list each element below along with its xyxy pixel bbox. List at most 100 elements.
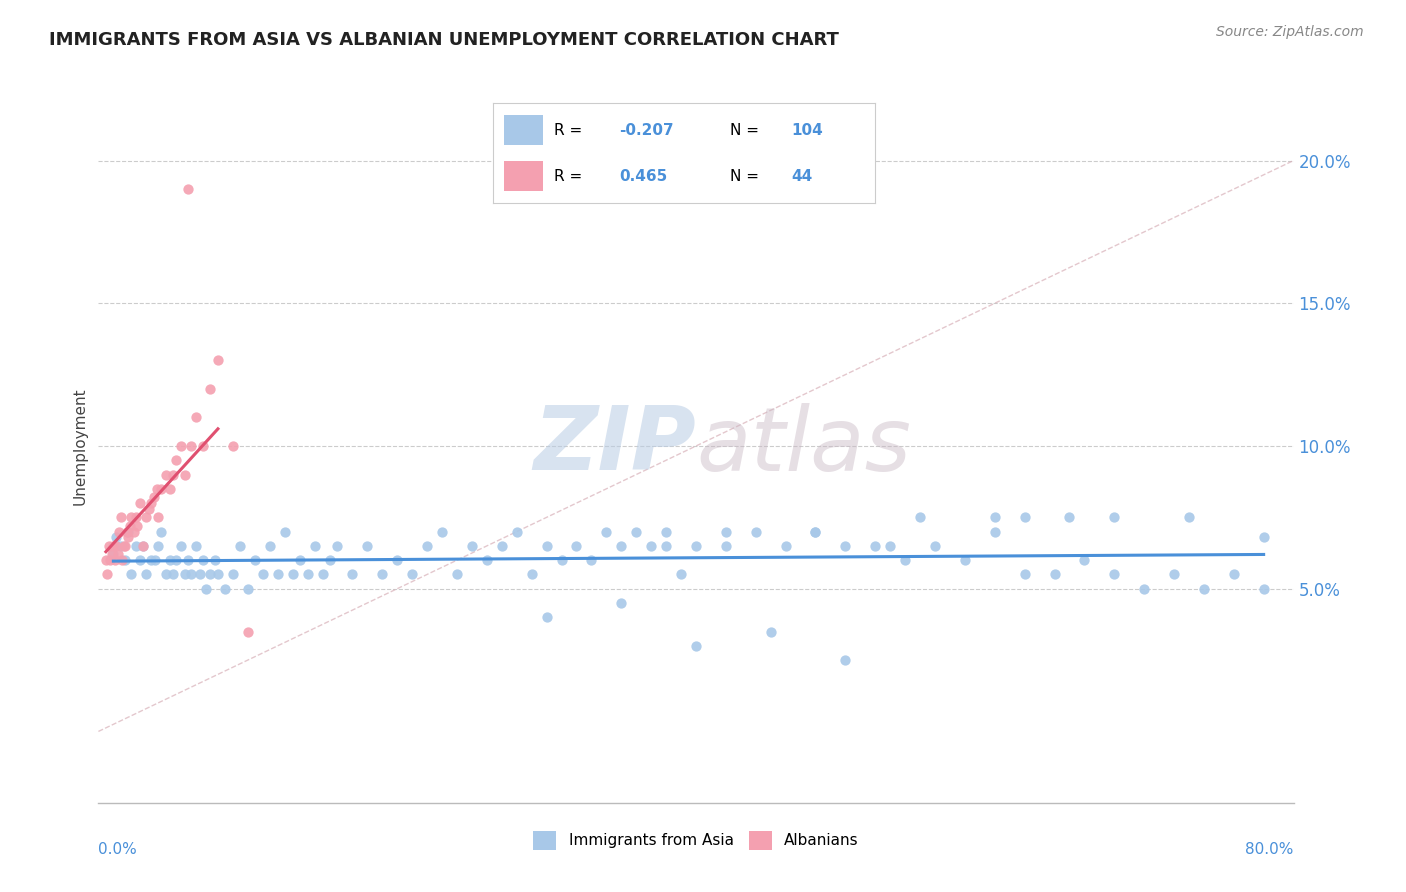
Point — [139, 496, 162, 510]
Point — [177, 182, 200, 196]
Point — [297, 567, 319, 582]
Point — [1133, 582, 1156, 596]
Point — [745, 524, 768, 539]
Point — [326, 539, 349, 553]
Point — [655, 539, 678, 553]
Point — [143, 553, 166, 567]
Legend: Immigrants from Asia, Albanians: Immigrants from Asia, Albanians — [527, 825, 865, 855]
Point — [610, 539, 633, 553]
Point — [475, 553, 498, 567]
Point — [150, 524, 173, 539]
Text: ZIP: ZIP — [533, 402, 696, 490]
Point — [491, 539, 513, 553]
Point — [953, 553, 976, 567]
Point — [165, 553, 187, 567]
Point — [1073, 553, 1095, 567]
Point — [129, 496, 152, 510]
Point — [288, 553, 311, 567]
Point — [97, 539, 120, 553]
Point — [229, 539, 252, 553]
Point — [311, 567, 333, 582]
Point — [159, 553, 181, 567]
Point — [142, 491, 165, 505]
Point — [110, 539, 132, 553]
Text: atlas: atlas — [696, 403, 911, 489]
Point — [104, 553, 127, 567]
Point — [132, 539, 155, 553]
Point — [124, 524, 146, 539]
Point — [191, 439, 214, 453]
Point — [98, 553, 122, 567]
Point — [118, 519, 141, 533]
Point — [222, 567, 245, 582]
Point — [1192, 582, 1215, 596]
Point — [105, 530, 128, 544]
Point — [107, 548, 129, 562]
Point — [685, 539, 707, 553]
Point — [1163, 567, 1185, 582]
Point — [174, 467, 197, 482]
Point — [169, 539, 191, 553]
Point — [96, 567, 118, 582]
Point — [385, 553, 409, 567]
Point — [259, 539, 281, 553]
Point — [1014, 567, 1036, 582]
Point — [1253, 530, 1275, 544]
Point — [101, 548, 124, 562]
Point — [1014, 510, 1036, 524]
Point — [188, 567, 211, 582]
Point — [984, 510, 1007, 524]
Point — [236, 582, 259, 596]
Point — [581, 553, 603, 567]
Point — [191, 553, 214, 567]
Point — [184, 410, 207, 425]
Point — [103, 539, 125, 553]
Point — [281, 567, 304, 582]
Point — [174, 567, 197, 582]
Point — [105, 539, 128, 553]
Point — [148, 539, 170, 553]
Point — [111, 553, 134, 567]
Point — [125, 510, 148, 524]
Point — [565, 539, 588, 553]
Point — [520, 567, 543, 582]
Point — [252, 567, 274, 582]
Point — [222, 439, 245, 453]
Point — [304, 539, 326, 553]
Point — [139, 553, 162, 567]
Point — [155, 467, 177, 482]
Point — [550, 553, 572, 567]
Point — [1178, 510, 1201, 524]
Point — [908, 510, 931, 524]
Point — [626, 524, 648, 539]
Point — [165, 453, 187, 467]
Point — [1043, 567, 1066, 582]
Point — [115, 524, 138, 539]
Point — [804, 524, 827, 539]
Point — [1223, 567, 1246, 582]
Point — [148, 510, 170, 524]
Text: 0.0%: 0.0% — [98, 842, 138, 857]
Point — [177, 553, 200, 567]
Point — [145, 482, 167, 496]
Y-axis label: Unemployment: Unemployment — [72, 387, 87, 505]
Point — [669, 567, 692, 582]
Point — [135, 510, 157, 524]
Point — [430, 524, 453, 539]
Point — [416, 539, 439, 553]
Point — [865, 539, 887, 553]
Point — [94, 553, 117, 567]
Point — [775, 539, 797, 553]
Point — [204, 553, 226, 567]
Point — [1104, 510, 1126, 524]
Point — [207, 353, 229, 368]
Point — [200, 382, 222, 396]
Point — [132, 539, 155, 553]
Point — [108, 524, 131, 539]
Text: 80.0%: 80.0% — [1246, 842, 1294, 857]
Point — [112, 539, 135, 553]
Point — [236, 624, 259, 639]
Point — [1059, 510, 1081, 524]
Point — [804, 524, 827, 539]
Point — [200, 567, 222, 582]
